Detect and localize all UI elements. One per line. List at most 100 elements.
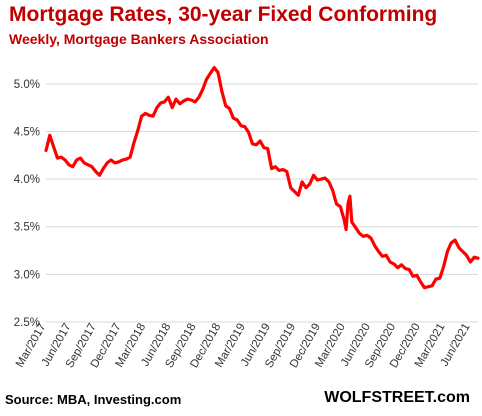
data-point bbox=[201, 88, 204, 91]
data-point bbox=[60, 156, 63, 158]
data-point bbox=[393, 263, 395, 265]
data-point bbox=[427, 285, 430, 288]
data-point bbox=[404, 267, 407, 270]
data-point bbox=[450, 242, 453, 244]
data-point bbox=[370, 237, 372, 239]
data-point bbox=[224, 104, 227, 107]
data-point bbox=[446, 250, 449, 253]
data-point bbox=[423, 286, 426, 289]
data-point bbox=[316, 179, 319, 181]
data-point bbox=[133, 142, 135, 144]
data-point bbox=[358, 232, 361, 235]
y-axis-ticks: 5.0% 4.5% 4.0% 3.5% 3.0% 2.5% bbox=[14, 79, 40, 329]
chart-subtitle: Weekly, Mortgage Bankers Association bbox=[9, 31, 269, 47]
data-point bbox=[435, 278, 437, 280]
data-point bbox=[270, 167, 273, 170]
data-point bbox=[129, 156, 131, 158]
data-point bbox=[87, 164, 89, 166]
data-point bbox=[381, 255, 384, 258]
data-point bbox=[182, 100, 185, 102]
y-tick-label: 4.5% bbox=[14, 126, 40, 138]
data-point bbox=[266, 147, 269, 150]
data-point bbox=[156, 106, 158, 109]
data-point bbox=[205, 78, 208, 80]
data-point bbox=[469, 261, 472, 263]
data-point bbox=[345, 228, 347, 231]
data-point bbox=[289, 186, 292, 189]
data-point bbox=[64, 159, 66, 161]
data-point bbox=[458, 246, 460, 249]
data-point bbox=[198, 96, 200, 98]
data-point bbox=[247, 131, 250, 134]
data-points bbox=[45, 66, 479, 289]
data-point bbox=[194, 101, 196, 103]
data-point bbox=[102, 167, 105, 170]
data-point bbox=[163, 101, 166, 103]
data-point bbox=[244, 125, 246, 128]
data-point bbox=[320, 178, 323, 180]
data-point bbox=[45, 149, 47, 152]
data-point bbox=[442, 265, 445, 268]
data-point bbox=[94, 170, 97, 173]
data-point bbox=[331, 189, 334, 192]
data-point bbox=[385, 254, 388, 257]
data-point bbox=[213, 66, 215, 69]
data-point bbox=[217, 71, 219, 74]
data-point bbox=[349, 195, 351, 197]
data-point bbox=[83, 162, 85, 164]
data-point bbox=[232, 117, 235, 119]
data-point bbox=[419, 281, 422, 283]
data-point bbox=[351, 221, 353, 223]
data-point bbox=[293, 190, 296, 193]
data-point bbox=[454, 239, 456, 241]
data-point bbox=[49, 134, 51, 137]
data-point bbox=[439, 277, 441, 280]
data-point bbox=[259, 140, 261, 142]
data-point bbox=[179, 103, 181, 105]
data-point bbox=[286, 170, 288, 173]
data-point bbox=[144, 112, 147, 115]
data-point bbox=[400, 264, 403, 266]
x-axis-ticks: Mar/2017Jun/2017Sep/2017Dec/2017Mar/2018… bbox=[14, 322, 473, 371]
data-point bbox=[477, 257, 479, 260]
data-point bbox=[461, 250, 464, 253]
data-point bbox=[278, 169, 281, 172]
data-point bbox=[324, 177, 326, 179]
data-point bbox=[305, 186, 307, 189]
data-point bbox=[343, 219, 346, 221]
data-point bbox=[56, 157, 59, 159]
data-point bbox=[301, 181, 303, 183]
y-tick-label: 3.5% bbox=[14, 222, 40, 234]
data-point bbox=[412, 275, 414, 278]
data-point bbox=[52, 145, 55, 148]
data-point bbox=[68, 164, 70, 166]
data-point bbox=[117, 161, 120, 163]
data-point bbox=[473, 256, 476, 259]
data-point bbox=[186, 98, 189, 100]
data-point bbox=[240, 124, 242, 127]
data-point bbox=[465, 254, 468, 257]
data-point bbox=[91, 165, 93, 168]
data-point bbox=[339, 205, 342, 208]
data-point bbox=[389, 261, 391, 263]
data-point bbox=[263, 146, 265, 149]
data-point bbox=[347, 203, 349, 205]
data-point bbox=[431, 285, 433, 287]
data-point bbox=[274, 165, 277, 168]
data-point bbox=[416, 274, 418, 277]
y-tick-label: 3.0% bbox=[14, 269, 40, 281]
y-tick-label: 4.0% bbox=[14, 174, 40, 186]
data-point bbox=[309, 183, 311, 185]
data-point bbox=[251, 143, 254, 145]
data-point bbox=[110, 159, 112, 161]
data-point bbox=[152, 115, 154, 117]
series-line bbox=[44, 66, 480, 290]
data-point bbox=[255, 144, 258, 146]
source-note: Source: MBA, Investing.com bbox=[5, 392, 182, 407]
data-point bbox=[354, 226, 357, 229]
data-point bbox=[312, 174, 315, 177]
data-point bbox=[137, 129, 139, 132]
data-point bbox=[396, 266, 399, 269]
data-point bbox=[221, 90, 223, 93]
